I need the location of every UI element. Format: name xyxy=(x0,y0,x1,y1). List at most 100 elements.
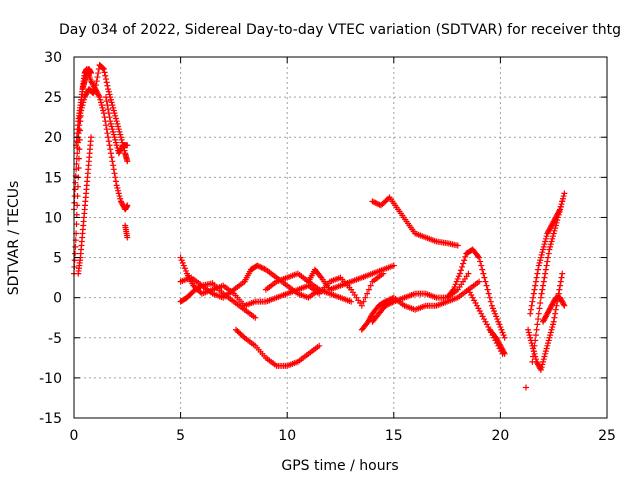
y-axis-label: SDTVAR / TECUs xyxy=(6,181,22,296)
data-point xyxy=(530,348,537,355)
data-point xyxy=(101,69,108,76)
data-point xyxy=(74,150,81,157)
data-point xyxy=(72,243,79,250)
data-point xyxy=(317,273,324,280)
data-point xyxy=(536,259,543,266)
data-point xyxy=(73,211,80,218)
series-early-a xyxy=(71,62,131,277)
data-point xyxy=(543,233,550,240)
data-point xyxy=(456,270,463,277)
data-point xyxy=(107,146,114,153)
data-point xyxy=(453,278,460,285)
data-point xyxy=(537,294,544,301)
x-tick-labels: 0 5 10 15 20 25 xyxy=(70,428,616,444)
data-point xyxy=(549,324,556,331)
y-tick-label: 5 xyxy=(53,251,62,267)
data-point xyxy=(543,262,550,269)
data-point xyxy=(537,366,544,373)
data-point xyxy=(532,337,539,344)
data-point xyxy=(316,342,323,349)
data-point xyxy=(449,287,456,294)
data-point xyxy=(459,263,466,270)
data-point xyxy=(360,298,367,305)
data-point xyxy=(358,302,365,309)
data-point xyxy=(95,92,102,99)
data-point xyxy=(108,154,115,161)
data-point xyxy=(179,259,186,266)
data-point xyxy=(545,340,552,347)
data-point xyxy=(115,126,122,133)
y-tick-label: 0 xyxy=(53,291,62,307)
data-point xyxy=(538,251,545,258)
data-point xyxy=(501,334,508,341)
data-point xyxy=(495,318,502,325)
data-point xyxy=(492,310,499,317)
data-point xyxy=(528,302,535,309)
data-point xyxy=(102,122,109,129)
data-point xyxy=(540,246,547,253)
data-point xyxy=(109,158,116,165)
data-point xyxy=(542,235,549,242)
data-point xyxy=(95,70,102,77)
data-point xyxy=(124,142,131,149)
data-points xyxy=(71,62,568,391)
data-point xyxy=(499,329,506,336)
data-point xyxy=(537,254,544,261)
data-point xyxy=(479,266,486,273)
data-point xyxy=(500,332,507,339)
series-mid-c xyxy=(177,280,259,321)
data-point xyxy=(498,326,505,333)
data-point xyxy=(489,305,496,312)
data-point xyxy=(102,94,109,101)
data-point xyxy=(542,238,549,245)
data-point xyxy=(74,202,81,209)
y-tick-label: -5 xyxy=(48,331,62,347)
data-point xyxy=(177,254,184,261)
data-point xyxy=(535,262,542,269)
data-point xyxy=(104,102,111,109)
data-point xyxy=(481,274,488,281)
data-point xyxy=(554,217,561,224)
data-point xyxy=(455,273,462,280)
data-point xyxy=(113,182,120,189)
x-tick-label: 5 xyxy=(176,428,185,444)
data-point xyxy=(364,290,371,297)
data-point xyxy=(559,270,566,277)
y-tick-label: 25 xyxy=(44,90,62,106)
data-point xyxy=(525,326,532,333)
data-point xyxy=(111,170,118,177)
data-point xyxy=(542,266,549,273)
data-point xyxy=(529,358,536,365)
data-point xyxy=(461,257,468,264)
series-late-b xyxy=(369,270,472,325)
data-point xyxy=(540,358,547,365)
data-point xyxy=(110,104,117,111)
data-point xyxy=(530,290,537,297)
data-point xyxy=(526,332,533,339)
plot-frame xyxy=(73,56,608,419)
x-tick-label: 25 xyxy=(598,428,616,444)
data-point xyxy=(465,270,472,277)
data-point xyxy=(488,302,495,309)
data-point xyxy=(110,162,117,169)
x-tick-label: 0 xyxy=(70,428,79,444)
data-point xyxy=(556,286,563,293)
data-point xyxy=(103,79,110,86)
data-point xyxy=(530,353,537,360)
data-point xyxy=(103,98,110,105)
data-point xyxy=(552,306,559,313)
data-point xyxy=(475,253,482,260)
data-point xyxy=(542,348,549,355)
series-late-f xyxy=(486,326,508,357)
data-point xyxy=(390,262,397,269)
data-point xyxy=(118,136,125,143)
data-point xyxy=(476,254,483,261)
data-point xyxy=(94,74,101,81)
series-mid-f xyxy=(305,262,397,293)
data-point xyxy=(100,65,107,72)
data-point xyxy=(483,282,490,289)
data-point xyxy=(178,257,185,264)
data-point xyxy=(552,222,559,229)
